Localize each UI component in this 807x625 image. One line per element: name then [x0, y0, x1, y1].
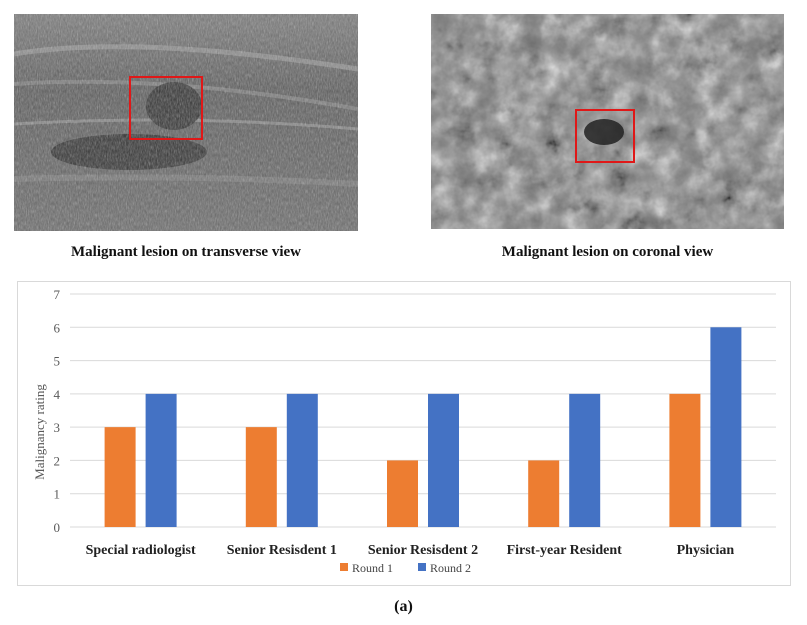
x-tick-label: Special radiologist — [86, 543, 196, 558]
bar-round2 — [710, 327, 742, 527]
y-tick-label: 3 — [54, 420, 61, 435]
chart-svg: 0 1 2 3 4 5 6 7 Special radiologist Senior Resis… — [32, 287, 776, 575]
x-tick-label: Senior Resisdent 2 — [368, 543, 478, 558]
gridlines — [70, 293, 776, 528]
bar-round2 — [145, 393, 177, 527]
x-tick-labels: Special radiologist Senior Resisdent 1 Sen… — [86, 543, 735, 558]
x-tick-label: First-year Resident — [507, 543, 623, 558]
x-tick-label: Physician — [677, 543, 735, 558]
coronal-ultrasound-graphic — [431, 14, 784, 229]
transverse-caption: Malignant lesion on transverse view — [71, 244, 301, 260]
transverse-ultrasound-graphic — [14, 14, 358, 231]
bar-round1 — [528, 460, 560, 527]
legend-swatch — [418, 563, 426, 571]
y-tick-label: 6 — [54, 320, 61, 335]
bar-round1 — [104, 427, 136, 527]
y-tick-label: 0 — [54, 520, 61, 535]
transverse-ultrasound-image — [14, 14, 358, 231]
coronal-lesion-box — [575, 109, 635, 163]
y-tick-label: 4 — [54, 387, 61, 402]
bars — [104, 327, 742, 527]
legend-label: Round 1 — [352, 561, 393, 575]
legend-label: Round 2 — [430, 561, 471, 575]
bar-round2 — [569, 393, 601, 527]
bar-round1 — [669, 393, 701, 527]
bar-round2 — [428, 393, 459, 527]
y-tick-label: 5 — [54, 354, 61, 369]
y-tick-label: 1 — [54, 487, 61, 502]
y-tick-label: 7 — [54, 287, 61, 302]
coronal-caption: Malignant lesion on coronal view — [501, 244, 714, 260]
coronal-ultrasound-image — [431, 14, 784, 229]
y-tick-label: 2 — [54, 453, 61, 468]
legend: Round 1 Round 2 — [340, 561, 471, 575]
bar-round1 — [245, 427, 277, 527]
figure-label: (a) — [394, 598, 413, 615]
bar-round2 — [286, 393, 318, 527]
y-axis-label: Malignancy rating — [32, 384, 47, 480]
bar-round1 — [387, 460, 418, 527]
y-tick-labels: 0 1 2 3 4 5 6 7 — [54, 287, 61, 535]
transverse-lesion-box — [129, 76, 203, 140]
malignancy-rating-chart: 0 1 2 3 4 5 6 7 Special radiologist Senior Resis… — [17, 281, 791, 586]
legend-swatch — [340, 563, 348, 571]
x-tick-label: Senior Resisdent 1 — [227, 543, 337, 558]
